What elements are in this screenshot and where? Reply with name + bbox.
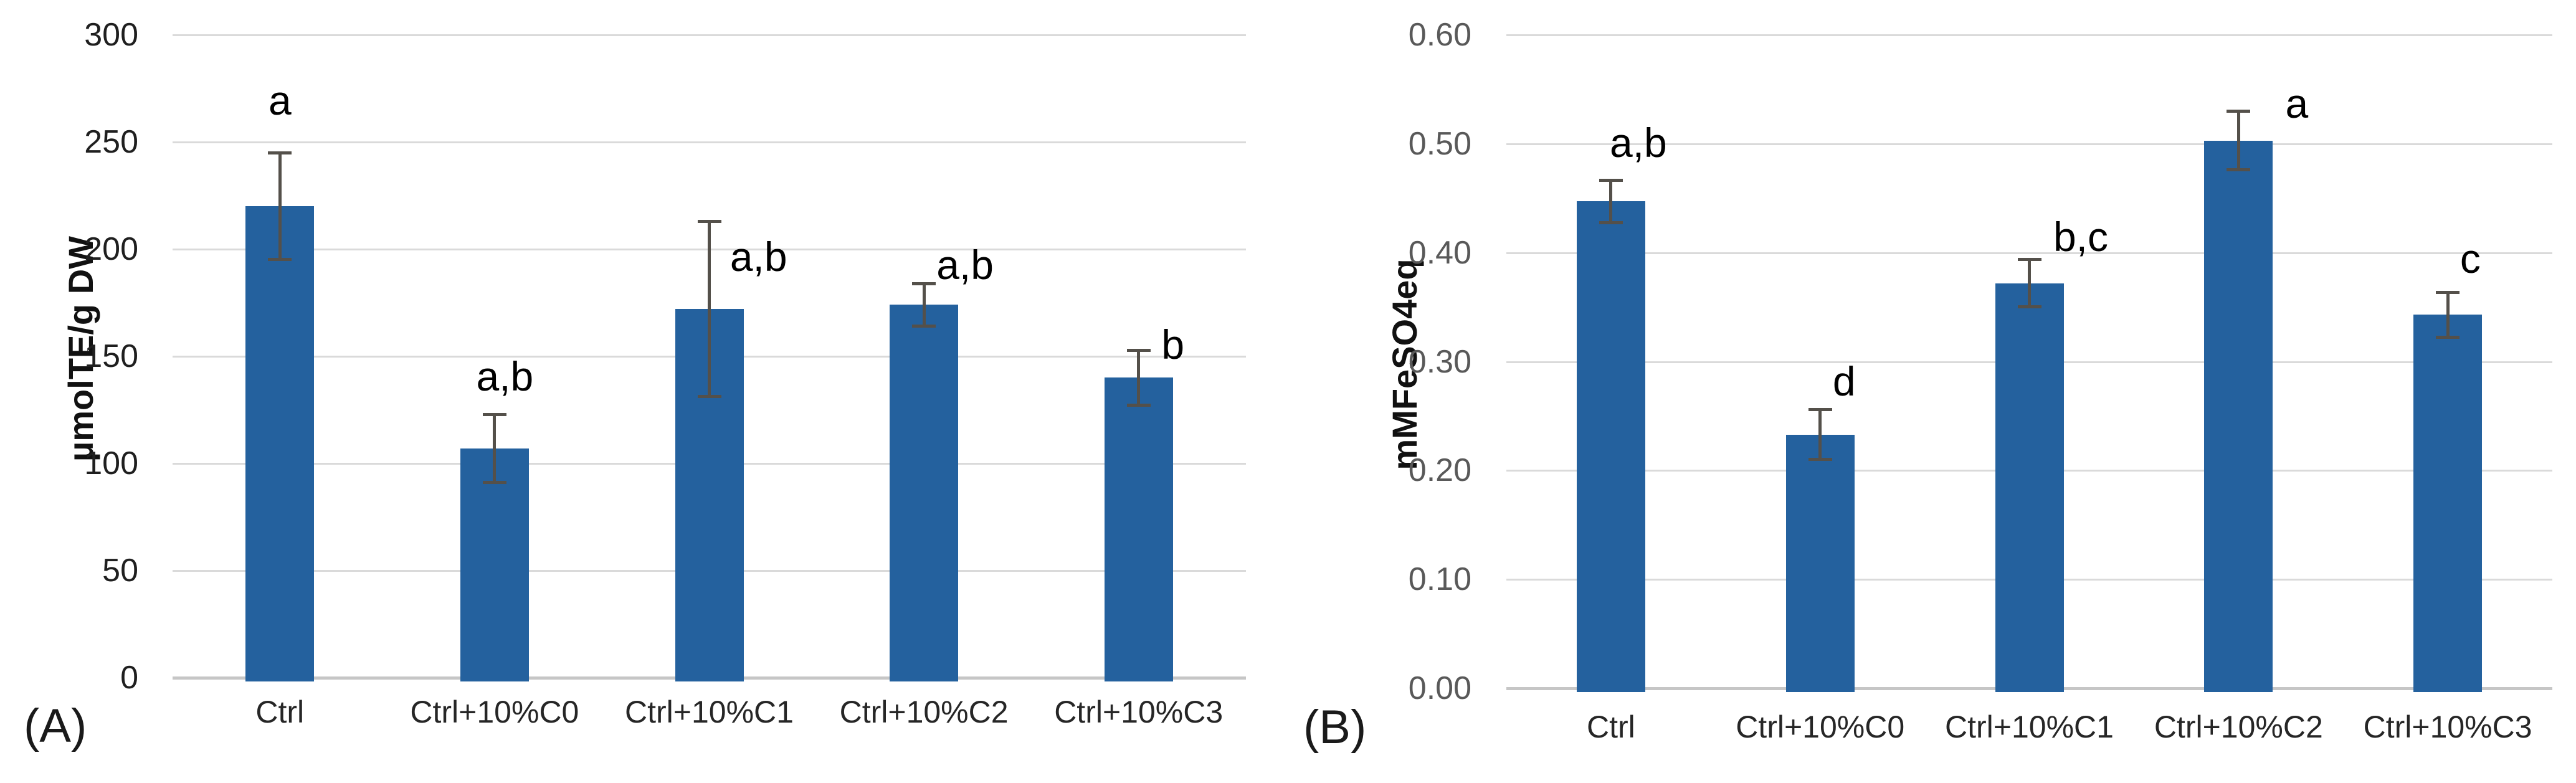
x-category-label: Ctrl+10%C1 <box>625 695 794 729</box>
gridline <box>173 34 1246 36</box>
error-bar-stem <box>2236 111 2240 170</box>
error-bar-cap-top <box>1599 178 1623 182</box>
x-category-label: Ctrl+10%C3 <box>1054 695 1224 729</box>
error-bar-cap-bottom <box>2436 336 2460 339</box>
error-bar-cap-bottom <box>482 480 506 484</box>
x-category-label: Ctrl+10%C0 <box>410 695 579 729</box>
y-tick-label: 150 <box>84 338 138 374</box>
significance-letter: d <box>1832 358 1856 405</box>
error-bar-cap-top <box>1126 348 1151 352</box>
x-category-label: Ctrl+10%C2 <box>2154 709 2323 744</box>
error-bar-cap-bottom <box>2017 305 2041 309</box>
significance-letter: b <box>1161 321 1185 368</box>
gridline <box>1506 34 2552 36</box>
y-tick-label: 0.40 <box>1408 234 1471 271</box>
x-category-label: Ctrl+10%C0 <box>1736 709 1905 744</box>
y-tick-label: 0.10 <box>1408 561 1471 598</box>
gridline <box>1506 143 2552 145</box>
error-bar-cap-bottom <box>1126 404 1151 407</box>
bar <box>2413 315 2483 692</box>
significance-letter: a,b <box>936 242 994 288</box>
error-bar-stem <box>278 153 282 260</box>
bar <box>1785 434 1855 692</box>
significance-letter: a <box>268 77 292 123</box>
significance-letter: a <box>2285 80 2309 127</box>
error-bar-stem <box>1609 179 1613 224</box>
significance-letter: a,b <box>476 353 534 400</box>
significance-letter: c <box>2460 235 2481 282</box>
significance-letter: b,c <box>2053 213 2109 260</box>
error-bar-cap-bottom <box>1808 457 1832 461</box>
bar <box>890 305 959 681</box>
y-tick-label: 100 <box>84 445 138 482</box>
gridline <box>173 141 1246 143</box>
x-category-label: Ctrl <box>255 695 305 729</box>
error-bar-stem <box>493 414 497 483</box>
error-bar-cap-top <box>268 151 292 155</box>
y-tick-label: 50 <box>102 553 138 589</box>
error-bar-cap-top <box>912 282 936 286</box>
x-category-label: Ctrl <box>1587 709 1635 744</box>
x-category-label: Ctrl+10%C3 <box>2363 709 2532 744</box>
bar <box>2204 140 2273 692</box>
y-tick-label: 0.60 <box>1408 17 1471 53</box>
error-bar-stem <box>1137 349 1141 406</box>
bar <box>245 206 315 681</box>
error-bar-stem <box>922 283 926 326</box>
error-bar-cap-top <box>2017 258 2041 262</box>
y-tick-label: 0.50 <box>1408 125 1471 162</box>
error-bar-cap-bottom <box>2227 168 2251 171</box>
y-tick-label: 0.00 <box>1408 670 1471 706</box>
x-category-label: Ctrl+10%C1 <box>1945 709 2114 744</box>
panel-label: (A) <box>24 700 87 752</box>
error-bar-cap-top <box>482 412 506 416</box>
error-bar-cap-top <box>2436 290 2460 294</box>
significance-letter: a,b <box>1610 120 1667 166</box>
error-bar-stem <box>708 221 711 397</box>
gridline <box>1506 252 2552 254</box>
y-tick-label: 200 <box>84 231 138 267</box>
error-bar-stem <box>1818 409 1822 460</box>
error-bar-cap-bottom <box>912 324 936 328</box>
error-bar-cap-top <box>1808 408 1832 412</box>
bar <box>1104 377 1173 681</box>
error-bar-stem <box>2446 292 2450 338</box>
error-bar-cap-top <box>697 220 721 224</box>
x-category-label: Ctrl+10%C2 <box>839 695 1009 729</box>
y-tick-label: 300 <box>84 17 138 53</box>
error-bar-cap-bottom <box>268 258 292 262</box>
significance-letter: a,b <box>730 233 787 280</box>
bar <box>1995 283 2064 692</box>
y-tick-label: 0.20 <box>1408 452 1471 489</box>
error-bar-cap-bottom <box>697 395 721 399</box>
y-tick-label: 0.30 <box>1408 343 1471 380</box>
error-bar-stem <box>2028 259 2031 308</box>
panel-label: (B) <box>1303 701 1367 754</box>
error-bar-cap-bottom <box>1599 221 1623 225</box>
y-tick-label: 250 <box>84 124 138 160</box>
y-tick-label: 0 <box>120 660 138 696</box>
bar <box>460 448 529 681</box>
error-bar-cap-top <box>2227 110 2251 113</box>
bar <box>1576 201 1645 692</box>
